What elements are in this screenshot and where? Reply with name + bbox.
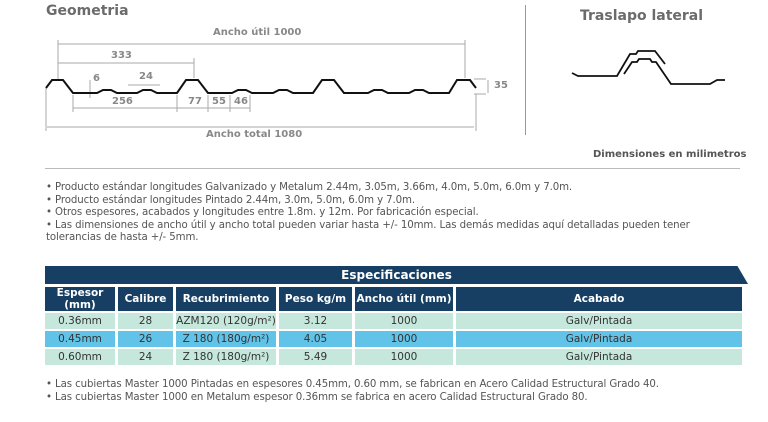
cell: AZM120 (120g/m²) xyxy=(176,313,276,329)
note: • Producto estándar longitudes Pintado 2… xyxy=(46,194,416,206)
cell: 0.60mm xyxy=(45,349,115,365)
note: • Las dimensiones de ancho útil y ancho … xyxy=(46,219,690,244)
footnotes: • Las cubiertas Master 1000 Pintadas en … xyxy=(46,379,746,404)
col-header: Peso kg/m xyxy=(279,287,352,311)
cell: Galv/Pintada xyxy=(456,349,742,365)
table-row: 0.36mm 28 AZM120 (120g/m²) 3.12 1000 Galv/Pin… xyxy=(45,313,742,329)
note: • Producto estándar longitudes Galvaniza… xyxy=(46,182,573,193)
overlap-title: Traslapo lateral xyxy=(580,8,704,24)
dim-24: 24 xyxy=(139,71,153,82)
cell: Z 180 (180g/m²) xyxy=(176,331,276,347)
cell: 24 xyxy=(118,349,173,365)
cell: 5.49 xyxy=(279,349,352,365)
divider xyxy=(525,5,526,135)
table-row: 0.60mm 24 Z 180 (180g/m²) 5.49 1000 Galv/Pint… xyxy=(45,349,742,365)
col-header: Recubrimiento xyxy=(176,287,276,311)
col-header: Calibre xyxy=(118,287,173,311)
profile-diagram xyxy=(45,40,489,131)
cell: 1000 xyxy=(355,313,453,329)
specs-table: Espesor (mm) Calibre Recubrimiento Peso … xyxy=(42,285,745,367)
cell: 4.05 xyxy=(279,331,352,347)
dim-77: 77 xyxy=(188,96,202,107)
col-header: Espesor (mm) xyxy=(45,287,115,311)
dim-35: 35 xyxy=(494,80,508,91)
footnote: • Las cubiertas Master 1000 en Metalum e… xyxy=(46,391,588,403)
dim-55: 55 xyxy=(212,96,226,107)
dim-46: 46 xyxy=(234,96,248,107)
cell: Galv/Pintada xyxy=(456,313,742,329)
col-header: Ancho útil (mm) xyxy=(355,287,453,311)
cell: 1000 xyxy=(355,331,453,347)
cell: 1000 xyxy=(355,349,453,365)
overlap-diagram xyxy=(571,50,725,85)
footnote: • Las cubiertas Master 1000 Pintadas en … xyxy=(46,379,659,390)
cell: 0.36mm xyxy=(45,313,115,329)
specs-title: Especificaciones xyxy=(45,266,748,284)
dim-256: 256 xyxy=(112,96,133,107)
cell: 28 xyxy=(118,313,173,329)
col-header: Acabado xyxy=(456,287,742,311)
ancho-util-label: Ancho útil 1000 xyxy=(213,27,302,38)
note: • Otros espesores, acabados y longitudes… xyxy=(46,207,479,218)
dim-333: 333 xyxy=(111,50,132,61)
table-row: 0.45mm 26 Z 180 (180g/m²) 4.05 1000 Galv/Pint… xyxy=(45,331,742,347)
notes-list: • Producto estándar longitudes Galvaniza… xyxy=(46,182,736,245)
separator xyxy=(45,168,740,169)
cell: 3.12 xyxy=(279,313,352,329)
units-note: Dimensiones en milimetros xyxy=(593,149,747,160)
cell: Z 180 (180g/m²) xyxy=(176,349,276,365)
ancho-total-label: Ancho total 1080 xyxy=(206,129,303,140)
geometry-title: Geometria xyxy=(46,3,129,19)
cell: 0.45mm xyxy=(45,331,115,347)
dim-6: 6 xyxy=(93,73,100,84)
table-header: Espesor (mm) Calibre Recubrimiento Peso … xyxy=(45,287,742,311)
cell: 26 xyxy=(118,331,173,347)
cell: Galv/Pintada xyxy=(456,331,742,347)
